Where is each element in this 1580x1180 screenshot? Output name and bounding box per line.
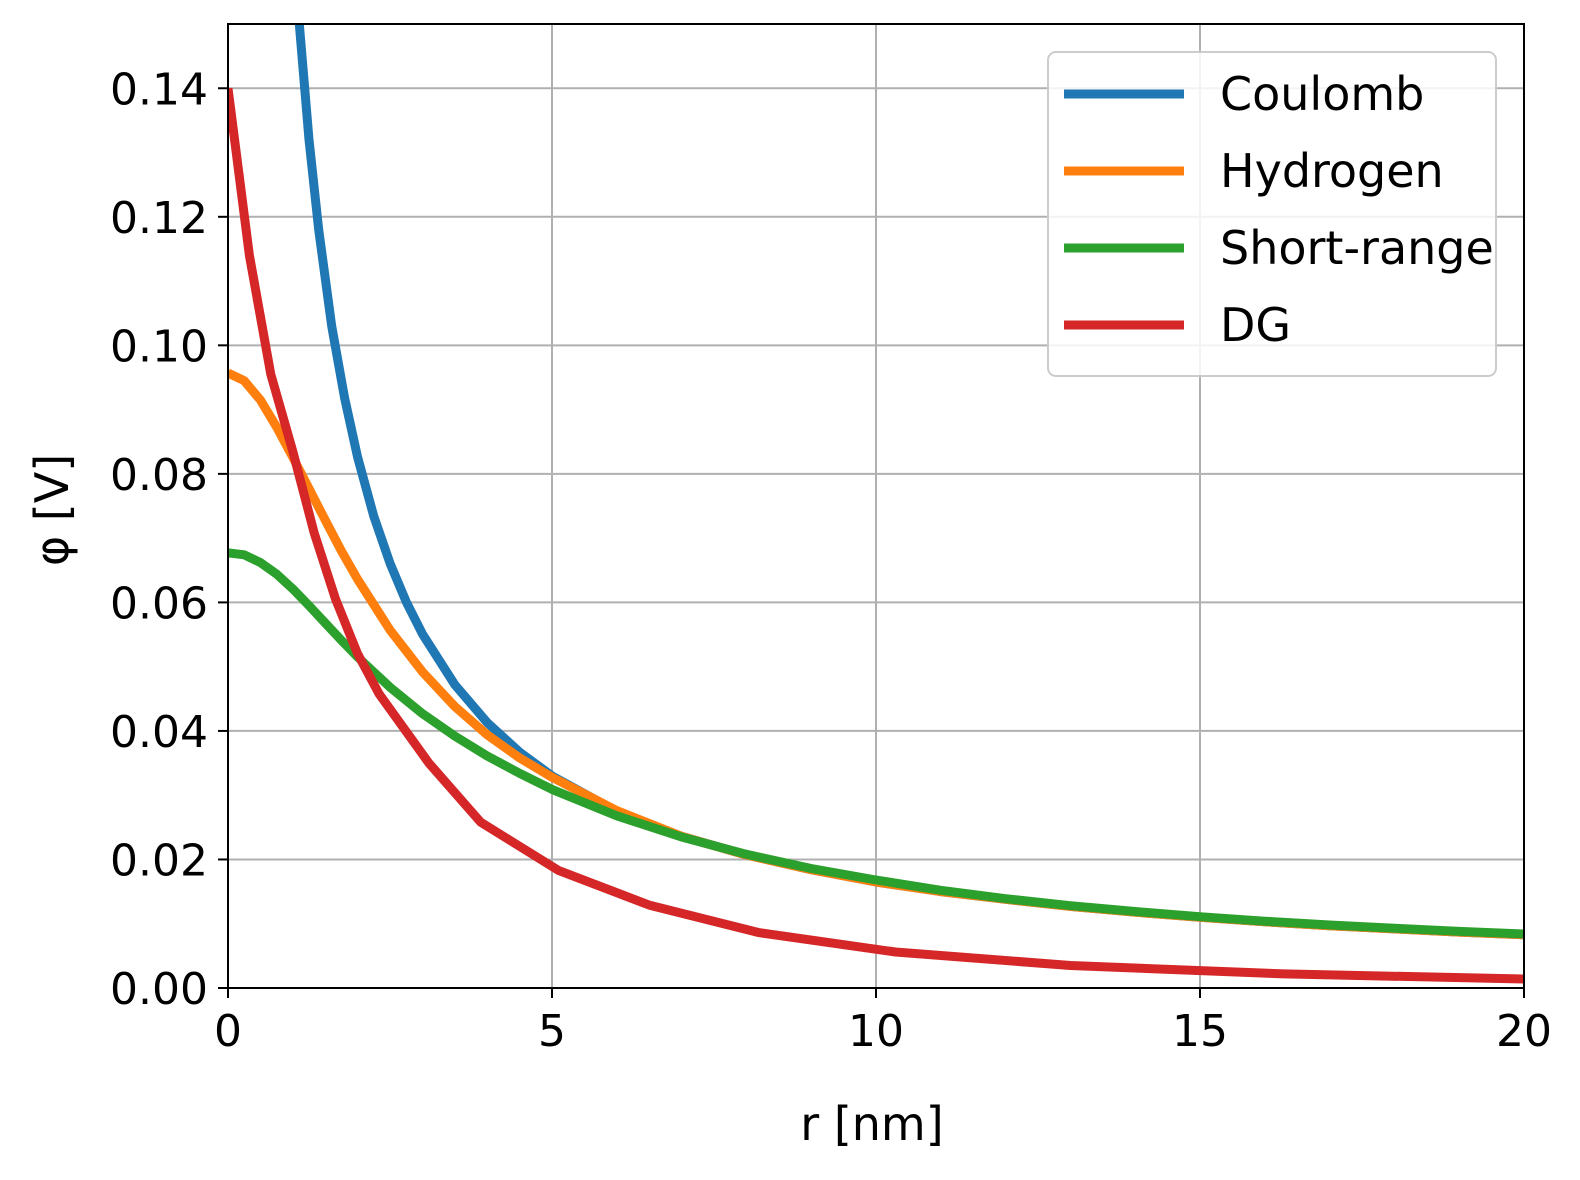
y-axis-label: φ [V] <box>25 454 79 566</box>
legend-label-coulomb: Coulomb <box>1220 67 1424 121</box>
legend-label-hydrogen: Hydrogen <box>1220 144 1444 198</box>
x-tick-label: 10 <box>848 1006 904 1057</box>
legend-box <box>1047 51 1497 377</box>
series-line-dg <box>228 87 1524 984</box>
legend: Coulomb Hydrogen Short-range DG <box>1047 51 1497 377</box>
series-line-short-range <box>228 548 1524 939</box>
series-group <box>228 24 1524 984</box>
y-tick-label: 0.14 <box>110 64 208 115</box>
x-axis-label: r [nm] <box>800 1097 943 1151</box>
y-tick-label: 0.04 <box>110 707 208 758</box>
axis-ticks: 0 5 10 15 20 0.00 0.02 0.04 0.06 0.08 0.10 0.12 0.14 <box>110 64 1552 1057</box>
y-tick-label: 0.12 <box>110 193 208 244</box>
y-tick-label: 0.06 <box>110 578 208 629</box>
x-tick-label: 0 <box>214 1006 242 1057</box>
x-tick-label: 20 <box>1496 1006 1552 1057</box>
x-tick-label: 5 <box>538 1006 566 1057</box>
legend-label-dg: DG <box>1220 298 1291 352</box>
y-tick-label: 0.02 <box>110 835 208 886</box>
y-tick-label: 0.10 <box>110 321 208 372</box>
legend-label-short-range: Short-range <box>1220 221 1494 275</box>
y-tick-label: 0.00 <box>110 964 208 1015</box>
y-tick-label: 0.08 <box>110 450 208 501</box>
x-tick-label: 15 <box>1172 1006 1228 1057</box>
